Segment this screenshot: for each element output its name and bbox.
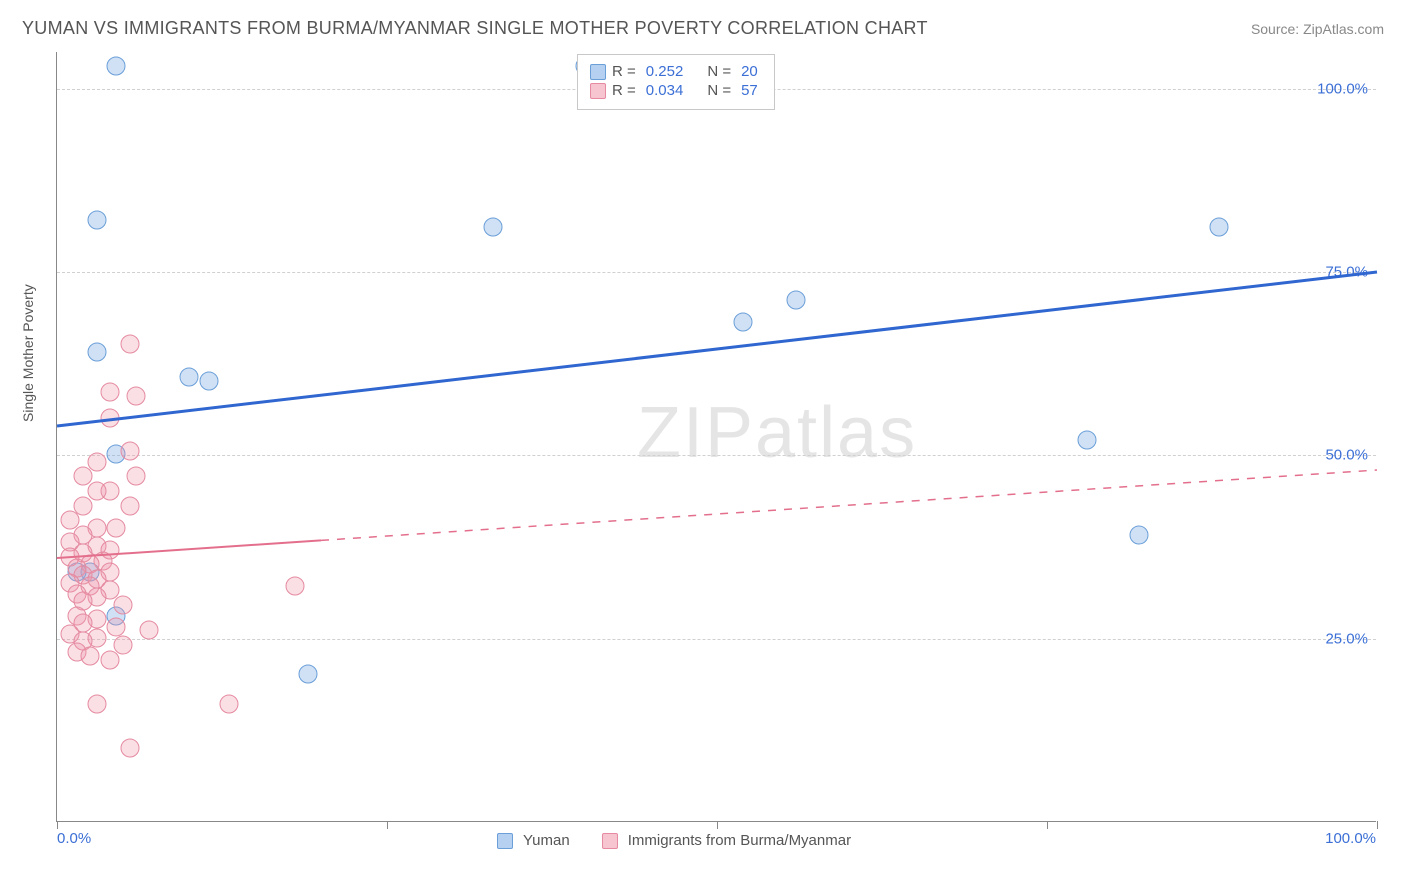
legend-label: Yuman [523,832,570,849]
x-tick [1377,821,1378,829]
y-axis-label: Single Mother Poverty [20,284,36,422]
x-tick [1047,821,1048,829]
x-tick [57,821,58,829]
x-tick-label-right: 100.0% [1325,830,1376,847]
x-tick [717,821,718,829]
legend-swatch [590,83,606,99]
n-label: N = [707,63,731,80]
n-label: N = [707,82,731,99]
series-legend: Yuman Immigrants from Burma/Myanmar [497,832,873,849]
legend-row: R = 0.252 N = 20 [590,63,762,80]
page-title: YUMAN VS IMMIGRANTS FROM BURMA/MYANMAR S… [22,18,928,39]
n-value: 57 [741,82,758,99]
legend-row: R = 0.034 N = 57 [590,82,762,99]
r-label: R = [612,82,636,99]
source-label: Source: ZipAtlas.com [1251,21,1384,37]
plot-area: ZIPatlas 25.0%50.0%75.0%100.0%0.0%100.0%… [56,52,1376,822]
r-value: 0.252 [646,63,684,80]
legend-swatch [497,833,513,849]
n-value: 20 [741,63,758,80]
r-label: R = [612,63,636,80]
correlation-legend: R = 0.252 N = 20 R = 0.034 N = 57 [577,54,775,110]
legend-swatch [602,833,618,849]
chart-container: Single Mother Poverty ZIPatlas 25.0%50.0… [32,52,1382,842]
legend-swatch [590,64,606,80]
x-tick-label-left: 0.0% [57,830,91,847]
r-value: 0.034 [646,82,684,99]
legend-label: Immigrants from Burma/Myanmar [628,832,851,849]
trendlines [57,52,1377,822]
x-tick [387,821,388,829]
